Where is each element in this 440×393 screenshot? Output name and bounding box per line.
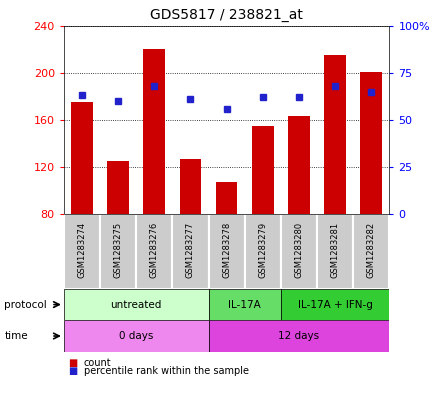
Text: 12 days: 12 days [279, 331, 319, 341]
Bar [64, 320, 209, 352]
Bar [281, 214, 317, 289]
Text: ■: ■ [68, 366, 77, 376]
Bar [353, 214, 389, 289]
Text: untreated: untreated [110, 299, 162, 310]
Bar [136, 214, 172, 289]
Text: GSM1283278: GSM1283278 [222, 222, 231, 278]
Text: 0 days: 0 days [119, 331, 154, 341]
Bar [100, 214, 136, 289]
Bar [71, 102, 93, 214]
Bar [172, 214, 209, 289]
Bar [180, 159, 201, 214]
Text: time: time [4, 331, 28, 341]
Bar [252, 126, 274, 214]
Text: GSM1283276: GSM1283276 [150, 222, 159, 278]
Text: GSM1283277: GSM1283277 [186, 222, 195, 278]
Text: GSM1283279: GSM1283279 [258, 222, 267, 278]
Text: percentile rank within the sample: percentile rank within the sample [84, 366, 249, 376]
Text: GSM1283274: GSM1283274 [77, 222, 86, 278]
Bar [360, 72, 382, 214]
Bar [64, 214, 100, 289]
Bar [209, 214, 245, 289]
Bar [64, 289, 209, 320]
Title: GDS5817 / 238821_at: GDS5817 / 238821_at [150, 8, 303, 22]
Bar [324, 55, 346, 214]
Bar [209, 289, 281, 320]
Bar [317, 214, 353, 289]
Bar [143, 49, 165, 214]
Text: ■: ■ [68, 358, 77, 368]
Text: IL-17A: IL-17A [228, 299, 261, 310]
Bar [288, 116, 310, 214]
Bar [245, 214, 281, 289]
Text: GSM1283282: GSM1283282 [367, 222, 376, 278]
Text: GSM1283281: GSM1283281 [330, 222, 340, 278]
Text: GSM1283275: GSM1283275 [114, 222, 123, 278]
Text: GSM1283280: GSM1283280 [294, 222, 304, 278]
Bar [107, 161, 129, 214]
Bar [281, 289, 389, 320]
Text: count: count [84, 358, 111, 368]
Text: IL-17A + IFN-g: IL-17A + IFN-g [298, 299, 373, 310]
Bar [209, 320, 389, 352]
Text: protocol: protocol [4, 299, 47, 310]
Bar [216, 182, 238, 214]
